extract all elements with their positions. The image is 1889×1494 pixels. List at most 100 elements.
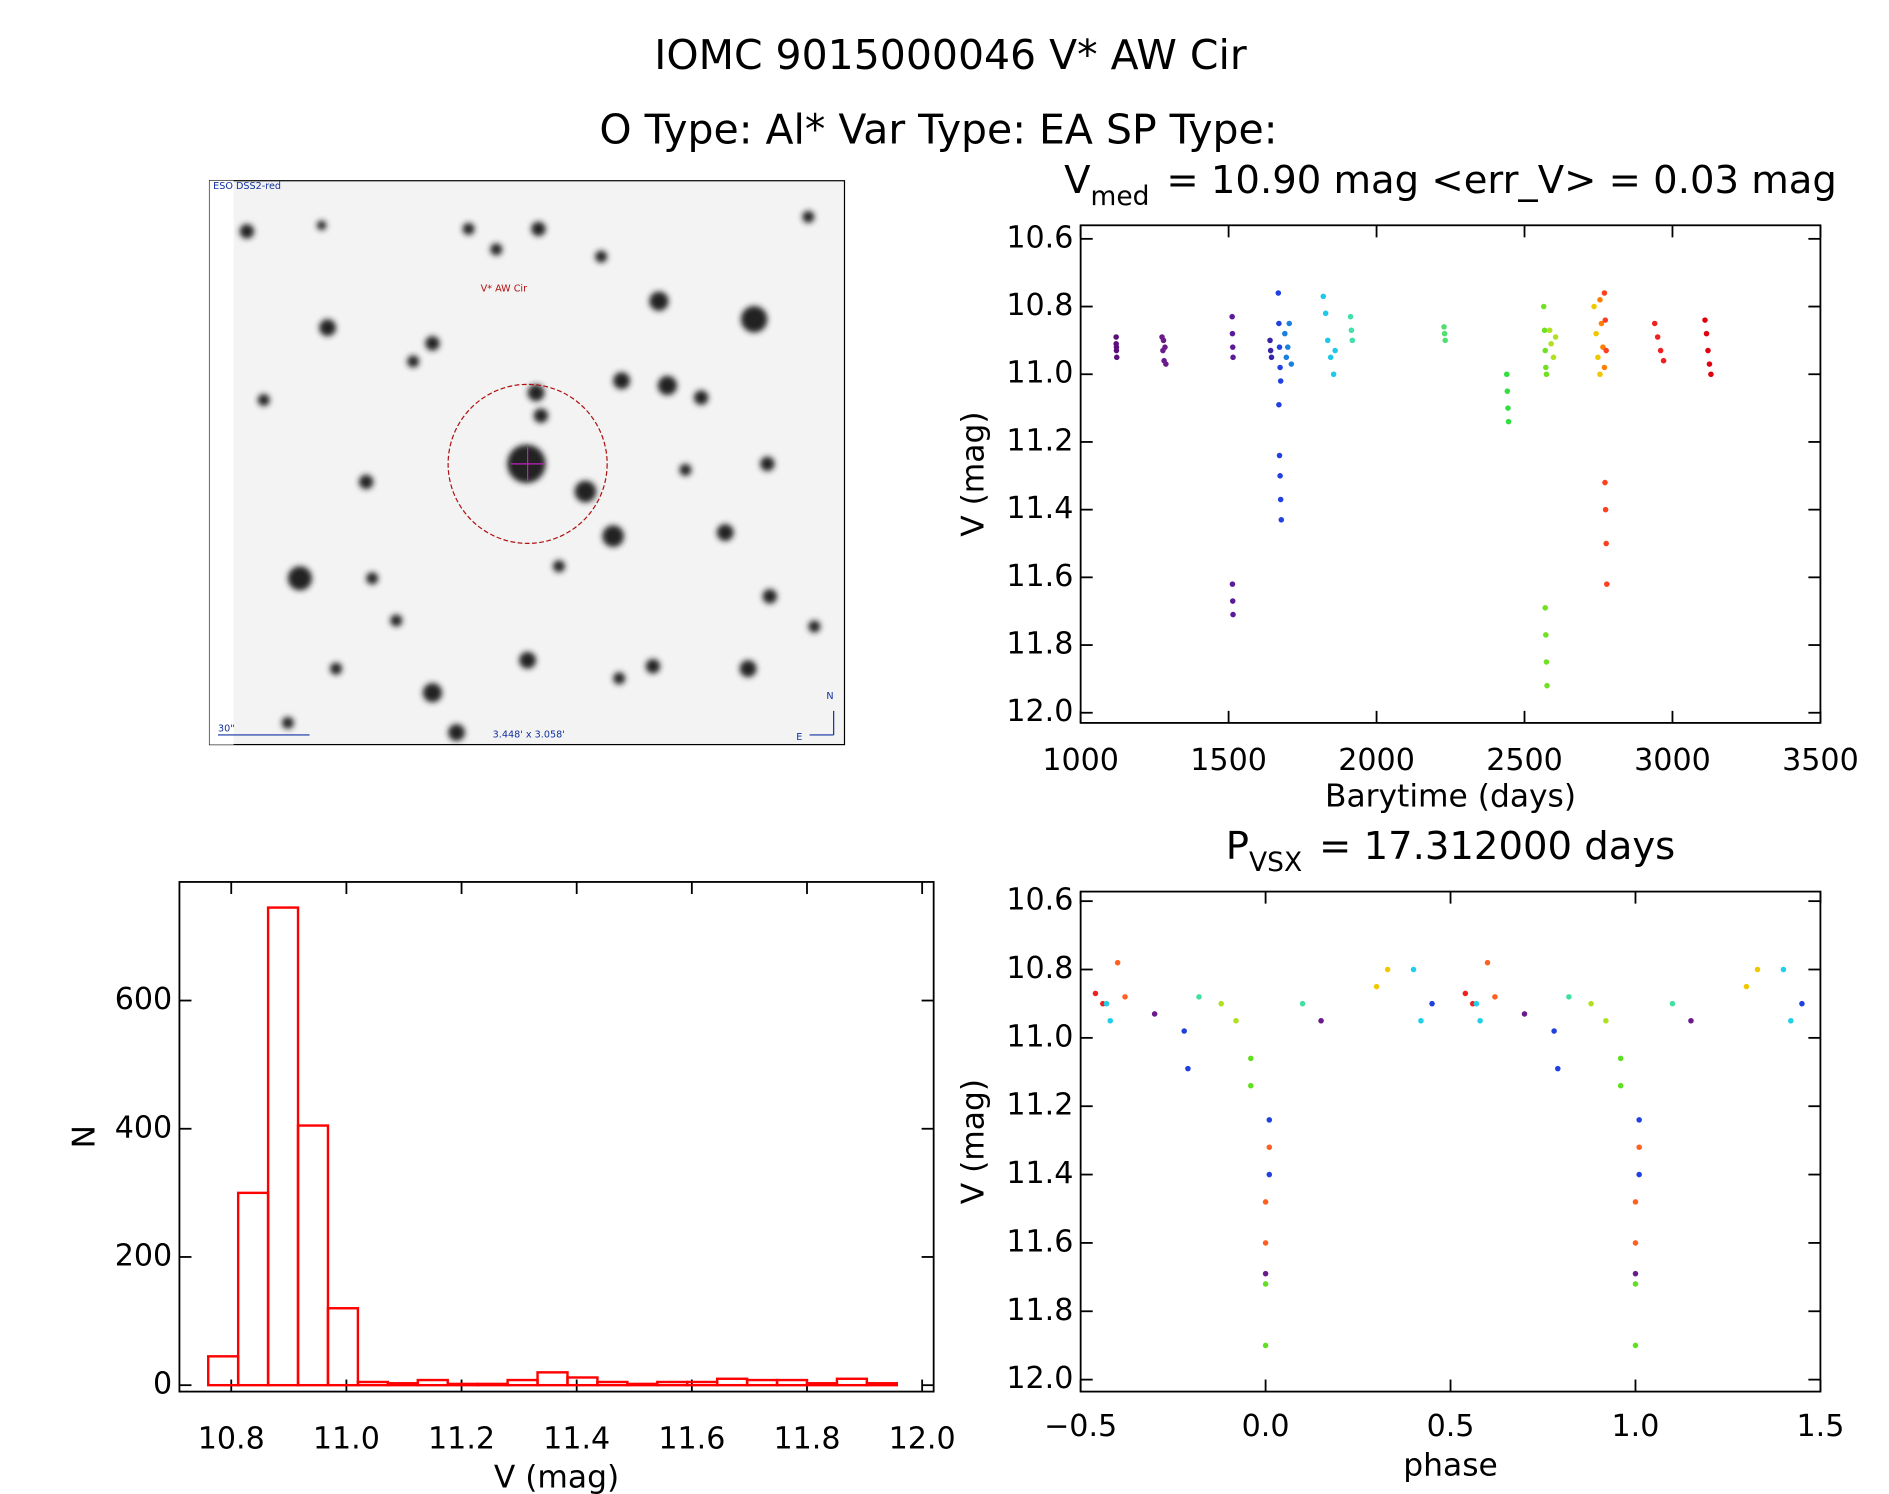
- title-part: med: [1091, 181, 1150, 212]
- data-point: [1636, 1117, 1642, 1123]
- data-point: [1318, 1017, 1324, 1024]
- data-point: [1632, 1342, 1639, 1349]
- data-point: [1262, 1270, 1269, 1277]
- title-part: VSX: [1249, 847, 1302, 878]
- image-east: E: [796, 732, 802, 743]
- data-point: [1277, 378, 1284, 384]
- data-point: [1267, 337, 1273, 344]
- data-point: [1181, 1028, 1187, 1034]
- y-axis-label: N: [66, 1125, 102, 1148]
- data-point: [1654, 334, 1661, 340]
- plot-frame: [178, 881, 935, 1393]
- histogram-bar: [715, 1377, 749, 1387]
- y-tick-label: 10.6: [1006, 220, 1073, 255]
- data-point: [1163, 361, 1169, 367]
- histogram-bar: [207, 1355, 240, 1387]
- data-point: [1555, 1065, 1561, 1072]
- data-point: [1505, 405, 1511, 411]
- data-point: [1347, 313, 1354, 320]
- data-point: [1544, 682, 1550, 689]
- data-point: [1743, 983, 1750, 990]
- data-point: [1233, 1017, 1239, 1024]
- y-tick-label: 11.2: [1006, 423, 1073, 458]
- data-point: [1632, 1270, 1639, 1277]
- x-tick-label: 11.0: [313, 1421, 380, 1456]
- x-tick-label: 1500: [1190, 743, 1267, 778]
- chart-title: PVSX = 17.312000 days: [1226, 824, 1675, 878]
- histogram-bar: [596, 1380, 629, 1387]
- data-point: [1660, 357, 1667, 364]
- histogram-bar: [536, 1371, 569, 1387]
- data-point: [1601, 364, 1608, 371]
- data-point: [1473, 1000, 1480, 1007]
- data-point: [1229, 344, 1236, 350]
- x-axis-label: phase: [1403, 1447, 1498, 1483]
- data-point: [1705, 347, 1711, 354]
- data-point: [1780, 966, 1787, 973]
- y-tick-label: 11.0: [1006, 356, 1073, 391]
- data-point: [1492, 994, 1498, 1000]
- data-point: [1441, 330, 1448, 337]
- data-point: [1636, 1144, 1642, 1150]
- data-point: [1543, 371, 1550, 378]
- data-point: [1541, 327, 1548, 334]
- y-tick-label: 12.0: [1006, 694, 1073, 729]
- data-point: [1320, 293, 1327, 300]
- data-point: [1657, 347, 1664, 354]
- data-point: [1504, 388, 1511, 394]
- data-point: [1114, 959, 1121, 966]
- histogram-bar: [326, 1307, 360, 1387]
- data-point: [1332, 347, 1338, 354]
- data-point: [1268, 354, 1275, 361]
- data-point: [1299, 1000, 1306, 1007]
- data-point: [1602, 506, 1609, 513]
- data-point: [1103, 1000, 1110, 1007]
- data-point: [1276, 452, 1283, 459]
- title-part: P: [1226, 824, 1249, 869]
- title-part: = 17.312000 days: [1319, 824, 1675, 869]
- data-point: [1543, 364, 1549, 371]
- data-point: [1113, 354, 1120, 361]
- data-point: [1591, 303, 1597, 310]
- data-point: [1632, 1240, 1639, 1246]
- data-point: [1632, 1281, 1639, 1287]
- histogram-bar: [566, 1376, 599, 1387]
- x-tick-label: 3000: [1634, 743, 1711, 778]
- title-part: V: [1064, 158, 1091, 203]
- plot-frame: [1079, 224, 1822, 724]
- data-point: [1229, 581, 1236, 587]
- data-point: [1327, 354, 1334, 361]
- image-north: N: [826, 691, 833, 702]
- y-tick-label: 11.6: [1006, 559, 1073, 594]
- data-point: [1267, 347, 1274, 354]
- y-tick-label: 400: [115, 1110, 172, 1145]
- data-point: [1521, 1011, 1528, 1017]
- x-tick-label: 10.8: [198, 1421, 265, 1456]
- data-point: [1230, 611, 1236, 618]
- data-point: [1286, 320, 1293, 327]
- x-tick-label: 2500: [1486, 743, 1563, 778]
- histogram-bar: [266, 906, 300, 1387]
- data-point: [1788, 1017, 1794, 1024]
- data-point: [1349, 337, 1356, 344]
- y-axis-label: V (mag): [956, 1079, 992, 1204]
- data-point: [1288, 361, 1295, 367]
- data-point: [1113, 334, 1119, 340]
- data-point: [1276, 320, 1282, 327]
- histogram-bar: [745, 1378, 779, 1387]
- figure-subtitle: O Type: Al* Var Type: EA SP Type:: [599, 106, 1277, 154]
- data-point: [1262, 1281, 1269, 1287]
- data-point: [1151, 1011, 1158, 1017]
- data-point: [1540, 303, 1547, 310]
- y-tick-label: 10.8: [1006, 288, 1073, 323]
- data-point: [1588, 1000, 1594, 1007]
- star-image: ESO DSS2-red V* AW Cir 30" 3.448' x 3.05…: [208, 180, 846, 746]
- data-point: [1706, 361, 1713, 367]
- data-point: [1229, 330, 1236, 337]
- data-point: [1277, 364, 1283, 371]
- x-tick-label: 11.4: [543, 1421, 610, 1456]
- data-point: [1542, 605, 1548, 611]
- data-point: [1597, 297, 1603, 303]
